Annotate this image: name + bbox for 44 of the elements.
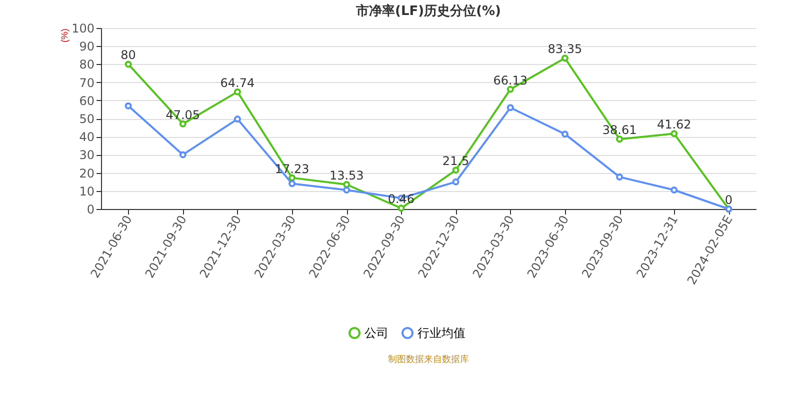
y-tick-label: 50 (79, 112, 94, 126)
y-tick-label: 0 (86, 202, 94, 216)
point (506, 104, 514, 112)
point (398, 204, 405, 212)
y-axis-title: (%) (60, 28, 70, 42)
point (343, 181, 350, 188)
data-label: 80 (120, 48, 136, 62)
data-label: 0 (724, 193, 733, 207)
data-label: 83.35 (548, 42, 582, 56)
point (452, 166, 460, 174)
point (343, 186, 350, 194)
chart-title: 市净率(LF)历史分位(%) (355, 3, 501, 19)
point (234, 88, 241, 96)
y-tick-label: 70 (79, 76, 94, 90)
point (288, 180, 296, 188)
point (561, 54, 568, 62)
y-tick-label: 60 (79, 94, 94, 108)
y-tick-label: 90 (79, 40, 94, 54)
y-tick-label: 80 (79, 58, 94, 72)
point (506, 86, 514, 93)
y-tick-label: 100 (72, 22, 94, 36)
y-tick-label: 30 (79, 148, 94, 162)
y-tick-label: 10 (79, 184, 94, 198)
text: 制图数据来自数据库 (388, 354, 469, 365)
point (561, 130, 568, 138)
legend-label: 公司 (364, 326, 388, 340)
point (616, 136, 624, 143)
point (288, 174, 296, 182)
point (452, 178, 460, 186)
point (179, 120, 186, 128)
y-tick-label: 40 (79, 130, 94, 144)
point (670, 130, 678, 138)
legend-label: 行业均值 (418, 326, 466, 340)
point (234, 116, 241, 123)
point (179, 151, 186, 158)
data-label: 41.62 (656, 118, 692, 132)
data-label: 64.74 (220, 76, 255, 90)
point (616, 173, 624, 180)
data-label: 66.13 (493, 73, 528, 88)
point (124, 102, 132, 110)
y-tick-label: 20 (79, 166, 94, 180)
data-label: 13.53 (329, 168, 364, 183)
point (670, 186, 678, 194)
point (124, 60, 132, 68)
